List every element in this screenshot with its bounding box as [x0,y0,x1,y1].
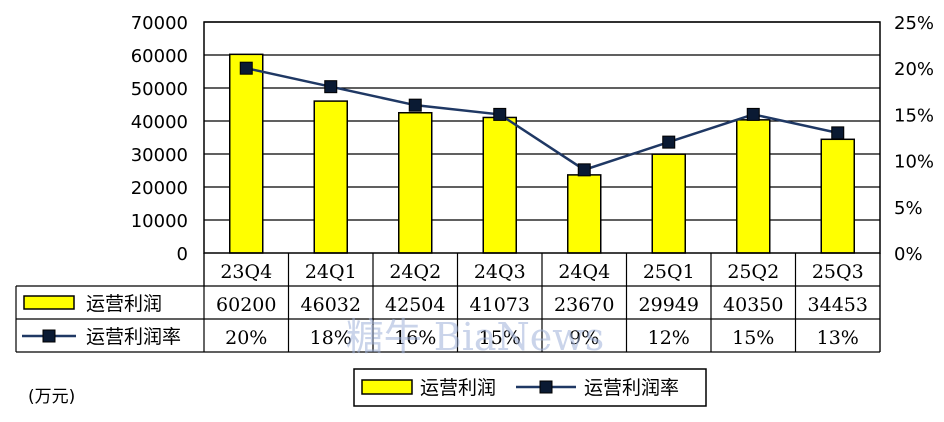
legend-label: 运营利润 [420,377,496,399]
bar-data-label: 60200 [216,294,276,316]
line-marker [746,107,760,121]
line-data-label: 18% [310,327,352,349]
right-axis-ticks: 0% 5% 10% 15% 20% 25% [894,13,934,265]
table-key-bar [23,295,75,310]
category-label: 25Q1 [643,261,695,283]
line-marker [324,80,338,94]
right-tick-label: 0% [894,244,923,265]
category-label: 24Q2 [389,261,441,283]
bar-data-label: 23670 [554,294,614,316]
line-marker [493,107,507,121]
bar-data-label: 46032 [301,294,361,316]
left-tick-label: 70000 [131,13,188,34]
table-series-name: 运营利润 [86,293,162,315]
bar [736,119,771,254]
right-tick-label: 20% [894,59,934,80]
legend-label: 运营利润率 [584,377,679,399]
plot-frame [203,21,881,254]
unit-label: (万元) [28,387,76,407]
left-tick-label: 60000 [131,46,188,67]
bar-data-label: 41073 [470,294,530,316]
left-tick-label: 0 [177,244,188,265]
axes [203,21,881,254]
line-data-label: 13% [817,327,859,349]
right-tick-label: 5% [894,198,923,219]
left-tick-label: 30000 [131,145,188,166]
line-data-label: 12% [648,327,690,349]
bar [398,111,433,254]
watermark: 糖牛 BiaNews [346,315,605,359]
right-tick-label: 25% [894,13,934,34]
line-marker [662,135,676,149]
line-data-label: 15% [732,327,774,349]
data-table: 23Q4 24Q1 24Q2 24Q3 24Q4 25Q1 25Q2 25Q3 60200 460… [15,253,881,353]
bar [567,174,602,254]
bar [651,153,686,254]
left-tick-label: 40000 [131,112,188,133]
line-path [245,66,839,172]
legend-key-bar [361,379,413,395]
bar-series [229,53,855,254]
line-marker [408,98,422,112]
right-tick-label: 10% [894,152,934,173]
category-label: 24Q3 [474,261,526,283]
left-tick-label: 10000 [131,211,188,232]
left-axis-ticks: 0 10000 20000 30000 40000 50000 60000 70000 [131,13,188,265]
line-marker [239,61,253,75]
line-marker [577,163,591,177]
category-label: 25Q3 [812,261,864,283]
bar-data-label: 29949 [639,294,699,316]
line-series [239,61,845,177]
line-data-label: 15% [479,327,521,349]
bar [482,116,517,254]
line-data-label: 9% [569,327,599,349]
category-label: 25Q2 [727,261,779,283]
line-data-label: 20% [225,327,267,349]
right-tick-label: 15% [894,105,934,126]
legend: 运营利润 运营利润率 [353,368,707,407]
line-data-label: 16% [394,327,436,349]
left-tick-label: 50000 [131,79,188,100]
bar [229,53,264,254]
table-key-marker [42,329,56,343]
category-label: 24Q4 [558,261,610,283]
bar-data-label: 34453 [808,294,868,316]
bar-data-label: 40350 [723,294,783,316]
legend-key-marker [539,380,553,394]
bar-data-label: 42504 [385,294,445,316]
line-marker [831,126,845,140]
table-series-name: 运营利润率 [86,326,181,348]
category-label: 23Q4 [220,261,272,283]
left-tick-label: 20000 [131,178,188,199]
bar [313,100,348,254]
bar [820,138,855,254]
category-label: 24Q1 [305,261,357,283]
